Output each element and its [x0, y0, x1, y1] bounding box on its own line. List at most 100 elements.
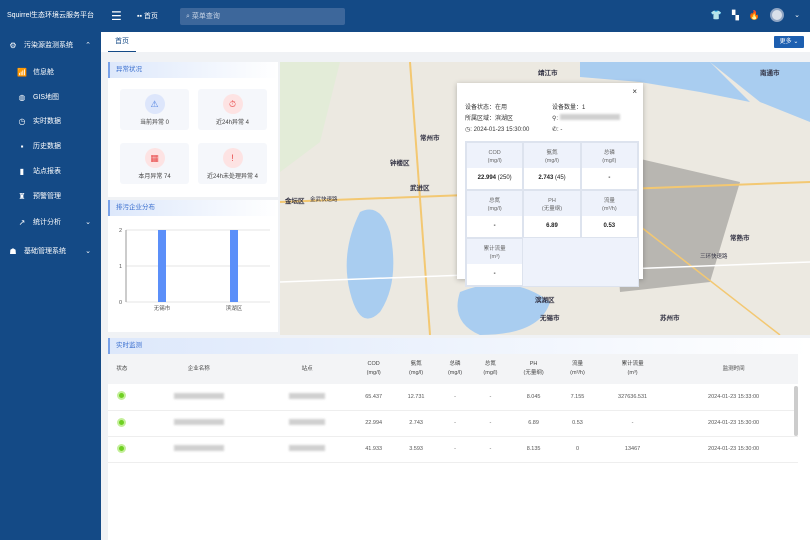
table-row[interactable]: 65.437 12.731- -8.045 7.155 327636.531 2024-0…: [108, 384, 798, 411]
alarm-title: 异常状况: [108, 62, 278, 78]
metric-name: PH: [548, 198, 556, 204]
y-tick-label: 0: [119, 300, 122, 306]
sidebar-item[interactable]: ▪ 历史数据: [0, 136, 101, 156]
column-header: 氨氮 (mg/l): [394, 354, 438, 384]
table-cell: 327636.531: [595, 384, 670, 411]
metric-value: 2.743: [538, 175, 554, 181]
globe-icon: ◍: [18, 92, 26, 102]
station-name-blurred: [289, 392, 326, 399]
map-label: 常熟市: [730, 235, 750, 242]
metric-value: 22.994: [477, 175, 496, 181]
sidebar-item[interactable]: ♜ 预警管理: [0, 186, 101, 206]
table-cell: 12.731: [394, 384, 438, 411]
alarm-card[interactable]: ! 近24h未处理异常 4: [198, 143, 267, 184]
table-scrollbar[interactable]: [794, 386, 798, 436]
table-cell: 0.53: [558, 410, 596, 437]
siren-icon: ⚠: [144, 94, 165, 114]
y-tick-label: 1: [119, 264, 122, 270]
status-online-icon: [117, 391, 127, 401]
exclamation-icon: !: [222, 148, 243, 168]
chart-title: 排污企业分布: [108, 200, 278, 216]
alarm-card[interactable]: ⏱ 近24h异常 4: [198, 89, 267, 130]
column-header: PH (无量纲): [508, 354, 559, 384]
phone-icon: ✆: [552, 127, 558, 133]
popup-info-right: 设备数量：1 ⚲: ✆: -: [552, 103, 620, 136]
close-icon[interactable]: ×: [632, 87, 637, 96]
alarm-label: 本月异常 74: [138, 174, 171, 180]
sidebar-item-label: 统计分析: [33, 219, 61, 226]
column-header: 流量 (m³/h): [558, 354, 596, 384]
bar-chart: 0 1 2 无锡市 滨湖区: [119, 228, 270, 312]
x-tick-label: 无锡市: [154, 304, 171, 312]
sidebar-item-label: 历史数据: [33, 143, 61, 150]
layout-icon[interactable]: ▚: [731, 9, 739, 20]
device-status: 设备状态：在用: [465, 105, 508, 111]
metric-name: 总氮: [489, 198, 501, 204]
enterprise-name-blurred: [173, 392, 224, 399]
bar[interactable]: [230, 230, 238, 302]
tab-home[interactable]: 首页: [108, 32, 136, 52]
column-header: 总氮 (mg/l): [472, 354, 509, 384]
alarm-label: 近24h未处理异常 4: [206, 174, 258, 180]
table-cell: -: [472, 410, 509, 437]
device-area: 所属区域：滨湖区: [465, 116, 514, 122]
realtime-panel: 实时监测 状态 企业名称 站点 COD (mg/l) 氨氮 (mg/l) 总磷 (mg/l) 总氮…: [108, 338, 810, 540]
map-label: 金坛区: [285, 198, 305, 205]
table-cell: 2024-01-23 15:30:00: [669, 410, 798, 437]
table-cell: 2.743: [394, 410, 438, 437]
network-icon: ☗: [9, 246, 17, 256]
clock-alert-icon: ⏱: [222, 94, 243, 114]
tab-bar: 首页 更多 ⌄: [101, 32, 810, 52]
alarm-label: 近24h异常 4: [215, 120, 249, 126]
time-row: ◷: 2024-01-23 15:30:00: [465, 127, 530, 133]
sidebar-item[interactable]: ☗ 基础管理系统 ⌄: [0, 241, 101, 261]
sidebar-item-label: 基础管理系统: [24, 248, 66, 255]
sidebar-item[interactable]: ◍ GIS地图: [0, 87, 101, 107]
fire-icon[interactable]: 🔥: [748, 9, 761, 20]
table-cell: 13467: [595, 436, 670, 463]
alarm-card[interactable]: ⚠ 当前异常 0: [120, 89, 189, 130]
metric-unit: (mg/l): [487, 158, 502, 164]
search-placeholder: 菜单查询: [191, 13, 220, 20]
table-cell: 8.135: [508, 436, 559, 463]
metric-cell: COD (mg/l) 22.994 (250): [466, 142, 524, 190]
metric-cell: 氨氮 (mg/l) 2.743 (45): [523, 142, 581, 190]
popup-metrics-grid: COD (mg/l) 22.994 (250) 氨氮 (mg/l) 2.743 (45) 总…: [465, 141, 639, 287]
metric-limit: (250): [497, 175, 512, 181]
sidebar-item[interactable]: ▮ 站点报表: [0, 161, 101, 181]
table-row[interactable]: 22.994 2.743- -6.89 0.53-2024-01-23 15:30:0…: [108, 410, 798, 437]
metric-unit: (m³/h): [601, 206, 617, 212]
sidebar-item[interactable]: ⚙ 污染源监测系统 ⌃: [0, 35, 101, 55]
more-button[interactable]: 更多 ⌄: [774, 36, 804, 48]
alarm-card[interactable]: ▦ 本月异常 74: [120, 143, 189, 184]
map-label: 靖江市: [538, 70, 558, 77]
home-link[interactable]: ▪▪ 首页: [137, 13, 158, 20]
table-cell: 8.045: [508, 384, 559, 411]
bar[interactable]: [158, 230, 166, 302]
app-title: Squirrel生态环境云服务平台: [6, 12, 95, 19]
table-row[interactable]: 41.933 3.593- -8.135 0 13467 2024-01-23 15:30…: [108, 436, 798, 463]
column-header: 站点: [261, 354, 353, 384]
bar-icon: ▮: [19, 166, 25, 176]
sidebar-item[interactable]: ↗ 统计分析 ⌄: [0, 212, 101, 232]
shirt-icon[interactable]: 👕: [710, 9, 722, 20]
sidebar-item[interactable]: 📶 信息舱: [0, 62, 101, 82]
column-header: 状态: [108, 354, 136, 384]
search-input[interactable]: ⌕ 菜单查询: [180, 8, 345, 25]
metric-cell: 累计流量 (m³) -: [466, 238, 524, 286]
chevron-down-icon[interactable]: ⌄: [794, 12, 800, 19]
avatar[interactable]: [770, 8, 785, 22]
sidebar-item-label: 信息舱: [33, 69, 54, 76]
sidebar-item[interactable]: ◷ 实时数据: [0, 111, 101, 131]
map-label: 三环快速路: [700, 254, 728, 260]
status-online-icon: [117, 417, 127, 427]
menu-toggle-icon[interactable]: ☰: [111, 9, 122, 23]
chart-icon: 📶: [17, 67, 27, 77]
sidebar-item-label: 实时数据: [33, 118, 61, 125]
station-popup: × 设备状态：在用 所属区域：滨湖区 ◷: 2024-01-23 15:30:0…: [457, 83, 643, 287]
table-cell: -: [595, 410, 670, 437]
clock-icon: ◷: [18, 116, 26, 126]
metric-value: -: [493, 223, 496, 229]
table-cell: 2024-01-23 15:33:00: [669, 384, 798, 411]
metric-name: 累计流量: [483, 246, 506, 252]
